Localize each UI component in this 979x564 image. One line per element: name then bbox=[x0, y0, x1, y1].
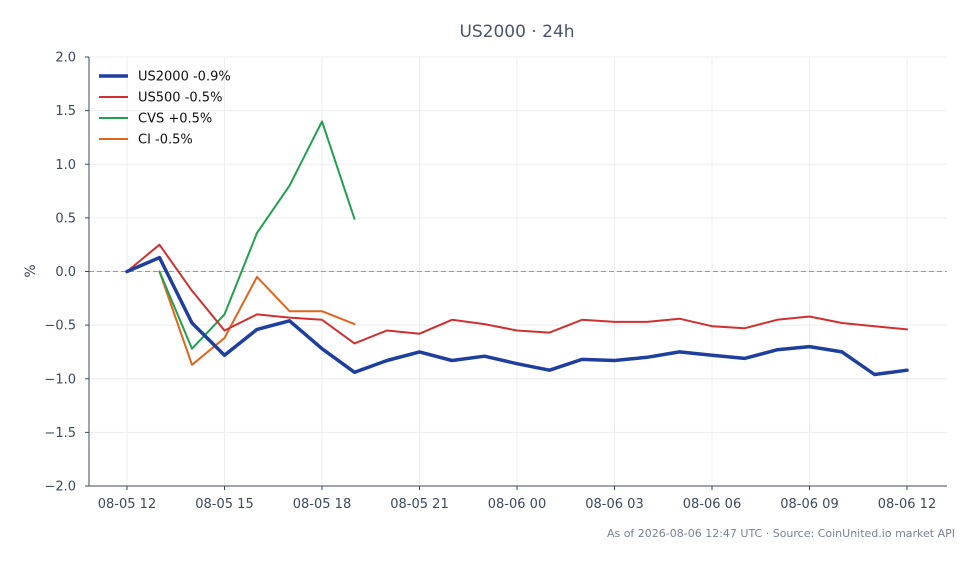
chart-title: US2000 · 24h bbox=[459, 22, 574, 42]
series-line bbox=[158, 120, 356, 350]
series-line bbox=[125, 255, 909, 377]
legend-label: US2000 -0.9% bbox=[138, 70, 231, 85]
x-tick-label: 08-05 12 bbox=[98, 497, 156, 512]
x-tick-label: 08-05 21 bbox=[390, 497, 448, 512]
legend: US2000 -0.9% US500 -0.5% CVS +0.5% CI -0.5% bbox=[99, 70, 231, 148]
series-lines bbox=[125, 120, 909, 377]
x-tick-label: 08-06 06 bbox=[683, 497, 741, 512]
legend-label: CI -0.5% bbox=[138, 133, 193, 148]
x-tick-label: 08-06 12 bbox=[878, 497, 936, 512]
legend-label: CVS +0.5% bbox=[138, 112, 212, 127]
x-tick-label: 08-05 15 bbox=[195, 497, 253, 512]
x-tick-label: 08-06 00 bbox=[488, 497, 546, 512]
series-line bbox=[158, 270, 356, 366]
y-tick-label: 0.5 bbox=[55, 211, 76, 226]
y-tick-label: −2.0 bbox=[44, 480, 76, 495]
y-tick-label: −0.5 bbox=[44, 319, 76, 334]
x-tick-label: 08-05 18 bbox=[293, 497, 351, 512]
legend-label: US500 -0.5% bbox=[138, 91, 222, 106]
x-tick-labels: 08-05 12 08-05 15 08-05 18 08-05 21 08-06 00… bbox=[98, 486, 936, 512]
y-tick-label: 2.0 bbox=[55, 51, 76, 66]
source-footer: As of 2026-08-06 12:47 UTC · Source: Coi… bbox=[607, 527, 955, 540]
y-axis-label: % bbox=[23, 264, 39, 277]
series-line bbox=[126, 243, 908, 345]
y-tick-label: −1.0 bbox=[44, 372, 76, 387]
y-tick-label: 1.0 bbox=[55, 158, 76, 173]
y-tick-labels: 2.0 1.5 1.0 0.5 0.0 −0.5 −1.0 −1.5 −2.0 bbox=[44, 51, 89, 495]
y-tick-label: −1.5 bbox=[44, 426, 76, 441]
y-tick-label: 0.0 bbox=[55, 265, 76, 280]
x-tick-label: 08-06 09 bbox=[780, 497, 838, 512]
x-tick-label: 08-06 03 bbox=[585, 497, 643, 512]
y-tick-label: 1.5 bbox=[55, 104, 76, 119]
